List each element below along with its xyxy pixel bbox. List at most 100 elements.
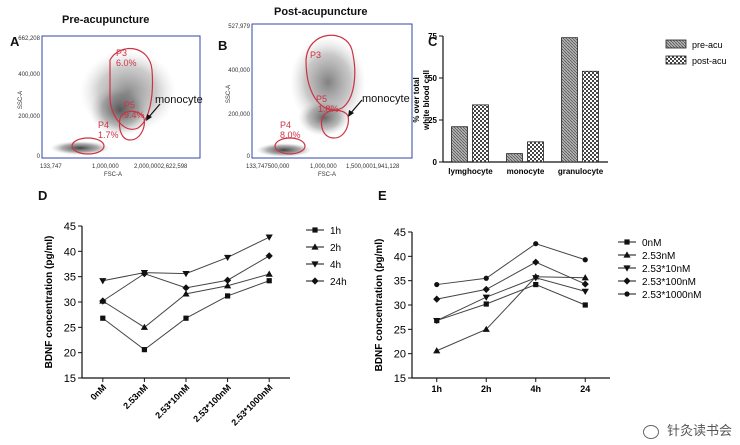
low-scatter-cloud (256, 143, 312, 157)
legend-marker-2.53*10nM (623, 265, 631, 272)
bar-pre-acu-granulocyte (561, 37, 578, 163)
legend-label: post-acu (692, 56, 727, 66)
x-tick-label: 1h (431, 384, 442, 394)
point-0nM (533, 281, 539, 288)
x-tick-label: 4h (530, 384, 541, 394)
gate-label-p5: P5 (124, 100, 135, 110)
legend-marker-24h (311, 277, 319, 285)
monocyte-label: monocyte (362, 93, 410, 105)
legend-label: 0nM (642, 238, 661, 249)
gate-label-p4: P4 (280, 120, 291, 130)
y-tick-label: 45 (394, 227, 406, 239)
point-2h (224, 282, 232, 289)
bar-post-acu-lymghocyte (472, 104, 489, 163)
gate-p5-monocyte (320, 109, 349, 139)
watermark-text: 针灸读书会 (666, 423, 732, 438)
x-tick: 1,500,0001,941,128 (346, 164, 400, 170)
point-2h (182, 290, 190, 297)
y-axis-title: BDNF concentration (pg/ml) (44, 236, 55, 369)
series-line-2.53*100nM (436, 261, 586, 300)
point-2.53*10nM (482, 294, 490, 301)
x-tick: 133,747500,000 (246, 164, 290, 170)
flow-panel-a: A Pre-acupuncture P3 6.0% P5 9.4% P4 1.7… (0, 0, 220, 180)
x-tick: 133,747 (40, 164, 62, 170)
legend-label: 2h (330, 243, 341, 254)
y-tick-label: 30 (64, 297, 76, 309)
gate-value-p3: 6.0% (116, 58, 137, 68)
x-axis-label: FSC-A (318, 172, 336, 178)
y-tick-label: 35 (394, 276, 406, 288)
point-2.53*100nM (482, 285, 490, 294)
panel-b-label: B (218, 38, 228, 53)
y-tick-label: 25 (428, 116, 437, 125)
line-chart-e: 15 20 25 30 35 40 45 BDNF concentration (pg/ml)… (374, 227, 702, 394)
point-2.53nM (482, 325, 490, 332)
y-tick: 0 (247, 154, 251, 160)
point-2.53*100nM (433, 295, 441, 303)
line-panel-d: D 15 20 25 30 35 40 45 BDNF concentration (pg/m… (0, 182, 370, 445)
y-tick-label: 20 (394, 349, 406, 361)
point-0nM (483, 301, 489, 307)
legend-label: 2.53*10nM (642, 264, 690, 275)
bar-chart-c: 0 25 50 75 % over total white blood cell lymgh… (412, 32, 727, 176)
point-2.53*10nM (532, 275, 540, 282)
point-2.53*10nM (581, 288, 589, 295)
y-tick-label: 50 (428, 74, 437, 83)
point-4h (224, 254, 232, 262)
legend-marker-0nM (624, 239, 630, 245)
legend-label: pre-acu (692, 40, 723, 50)
x-tick-label: 0nM (88, 382, 108, 402)
panel-b-title: Post-acupuncture (274, 6, 368, 18)
gate-value-p4: 8.0% (280, 130, 301, 140)
x-tick-label: 2.53*100nM (191, 382, 233, 424)
legend-marker-2.53nM (623, 251, 631, 258)
gate-value-p5: 9.4% (124, 110, 145, 120)
gate-value-p5: 1.8% (318, 104, 339, 114)
bar-panel-c: C 0 25 50 75 % over total white blood cell lym… (408, 0, 740, 190)
legend-label: 2.53nM (642, 251, 675, 262)
panel-a-title: Pre-acupuncture (62, 14, 150, 26)
y-tick: 662,208 (18, 36, 40, 42)
point-2h (265, 270, 273, 277)
gate-label-p5: P5 (316, 94, 327, 104)
point-1h (183, 315, 189, 321)
gate-p3 (305, 34, 356, 111)
arrow-head (146, 114, 152, 121)
x-tick-label: 2.53*1000nM (229, 382, 274, 427)
y-tick: 200,000 (18, 114, 40, 120)
y-tick-label: 25 (64, 322, 76, 334)
point-24h (182, 284, 190, 292)
flow-panel-b: B Post-acupuncture P3 P5 1.8% P4 8.0% mo… (206, 0, 426, 180)
y-tick-label: 20 (64, 348, 76, 360)
legend-label: 2.53*100nM (642, 277, 696, 288)
monocyte-label: monocyte (155, 94, 203, 106)
legend-marker-2.53*1000nM (624, 291, 630, 297)
legend-swatch-post-acu (665, 55, 687, 65)
bar-post-acu-granulocyte (582, 70, 599, 163)
point-2.53*10nM (433, 317, 441, 325)
point-2.53*1000nM (533, 241, 539, 247)
gate-label-p4: P4 (98, 120, 109, 130)
x-tick-label: 2.53nM (121, 382, 150, 411)
point-2.53nM (433, 347, 441, 354)
y-tick-label: 15 (64, 373, 76, 385)
point-2.53*1000nM (483, 275, 489, 281)
watermark: 针灸读书会 (643, 420, 732, 439)
panel-e-label: E (378, 188, 387, 203)
series-line-2.53*10nM (436, 277, 586, 322)
flow-plot-b: P3 P5 1.8% P4 8.0% monocyte 527,979 400,… (226, 23, 413, 178)
y-tick-label: 35 (64, 272, 76, 284)
panel-a-label: A (10, 34, 20, 49)
y-tick-label: 0 (433, 158, 438, 167)
bar-pre-acu-monocyte (506, 153, 523, 163)
gate-label-p3: P3 (310, 50, 321, 60)
point-2.53*1000nM (582, 257, 588, 263)
y-tick-label: 25 (394, 324, 406, 336)
gate-value-p4: 1.7% (98, 130, 119, 140)
y-tick-label: 40 (394, 251, 406, 263)
panel-c-label: C (428, 34, 438, 49)
legend-marker-4h (311, 261, 319, 268)
legend-marker-2.53*100nM (623, 277, 631, 285)
legend-label: 4h (330, 260, 341, 271)
x-tick: 2,000,0002,622,598 (134, 164, 188, 170)
